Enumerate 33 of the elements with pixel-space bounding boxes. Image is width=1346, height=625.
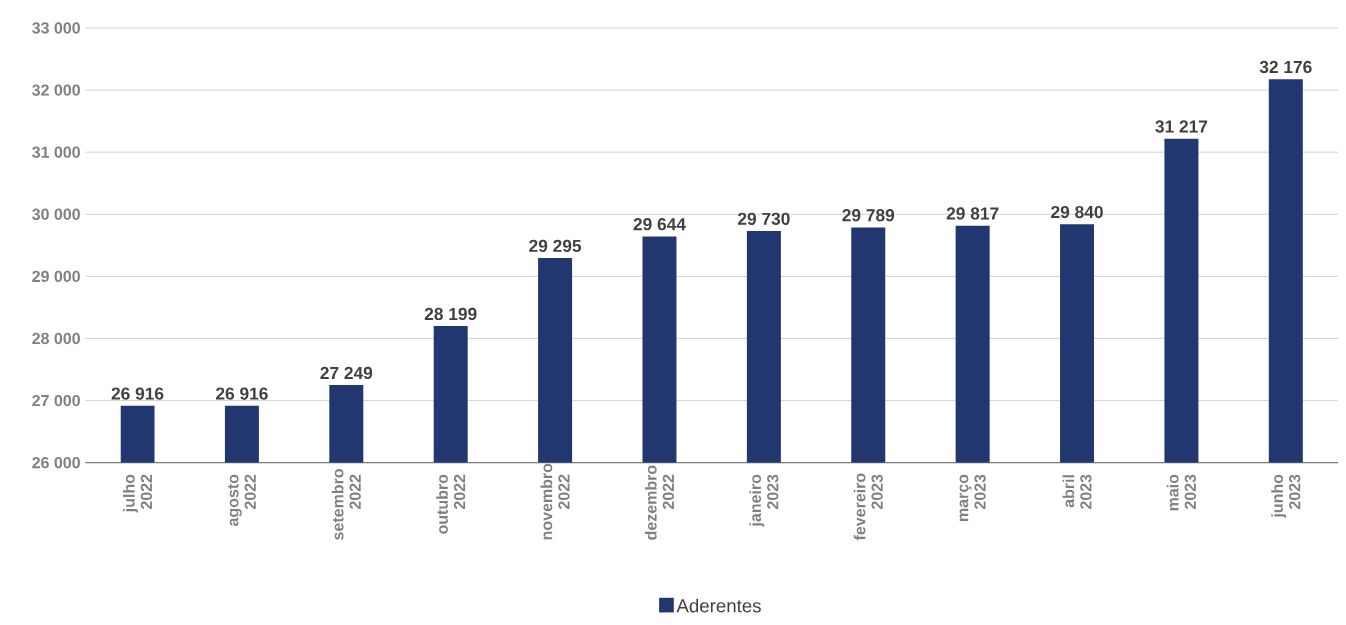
data-label: 29 789 [842,209,895,222]
y-tick-label: 30 000 [32,208,80,220]
data-label: 29 644 [633,218,686,231]
x-tick-label: setembro 2022 [331,469,361,540]
data-label: 26 916 [111,387,164,400]
data-label: 32 176 [1259,60,1312,74]
data-label: 29 295 [529,239,582,253]
x-tick-label: maio 2023 [1166,474,1196,511]
legend-label: Aderentes [676,598,761,613]
data-label: 28 199 [424,307,477,321]
x-tick-label: abril 2023 [1062,474,1092,510]
y-tick-label: 32 000 [32,84,80,96]
y-tick-label: 26 000 [32,457,80,469]
data-label: 27 249 [320,366,373,380]
data-label: 29 840 [1051,205,1103,219]
data-label: 29 817 [946,207,999,220]
x-tick-label: março 2023 [959,474,986,522]
data-label: 31 217 [1155,120,1208,133]
y-tick-label: 31 000 [32,146,80,158]
x-tick-label: outubro 2022 [436,474,466,534]
data-label: 26 916 [216,387,268,400]
y-tick-label: 28 000 [32,332,80,345]
y-tick-label: 29 000 [32,270,80,283]
y-tick-label: 33 000 [32,22,80,34]
x-tick-label: agosto 2022 [227,474,256,527]
x-tick-label: novembro 2022 [540,463,570,540]
x-tick-label: dezembro 2022 [644,465,675,540]
y-tick-label: 27 000 [32,394,80,407]
x-tick-label: julho 2022 [123,474,153,513]
x-tick-label: janeiro 2023 [749,474,779,527]
data-label: 29 730 [737,212,790,225]
x-tick-label: fevereiro 2023 [853,473,883,541]
x-tick-label: junho 2023 [1271,474,1301,518]
